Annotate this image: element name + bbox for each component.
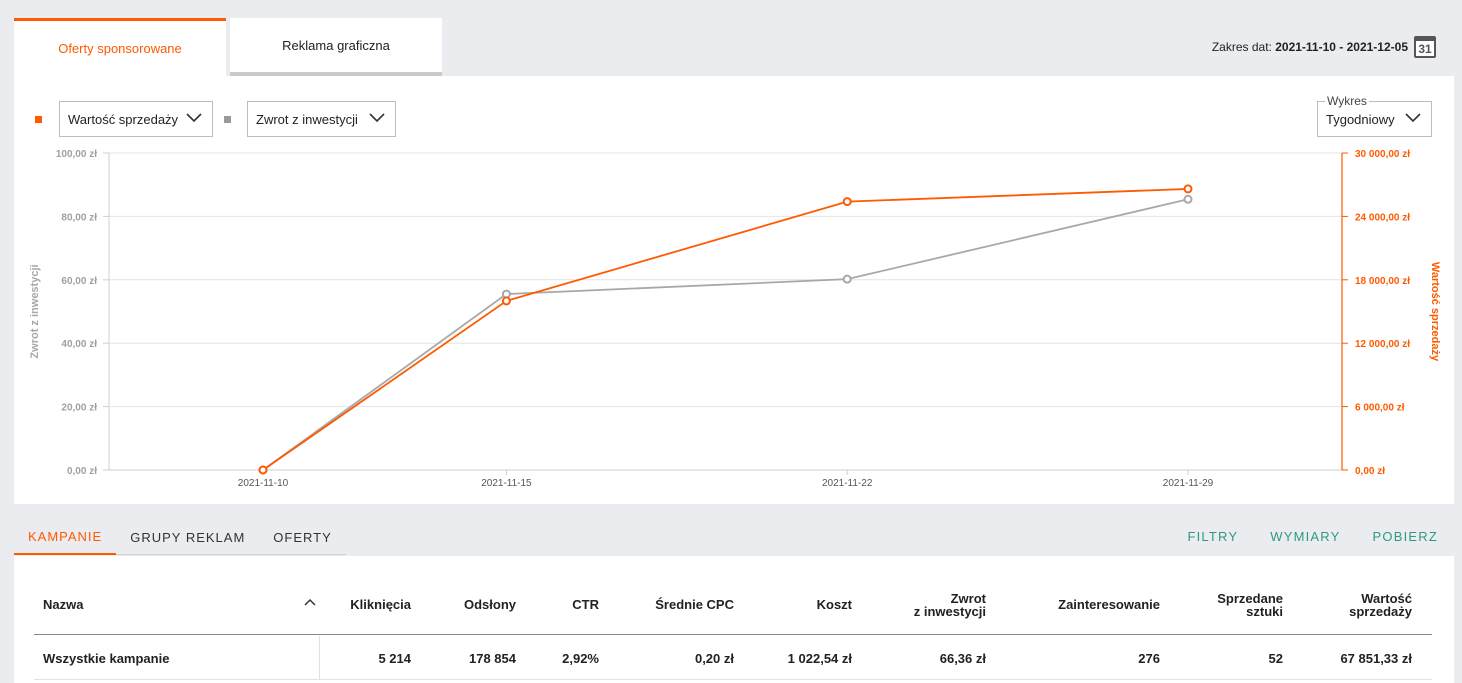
col-roi-line2: z inwestycji xyxy=(913,604,986,619)
data-point xyxy=(1183,184,1193,194)
cell-cost: 1 022,54 zł xyxy=(787,651,852,666)
y-right-tick-label: 24 000,00 zł xyxy=(1355,212,1410,223)
series1-select[interactable]: Wartość sprzedaży xyxy=(59,101,213,137)
col-value-line1: Wartość xyxy=(1361,591,1412,606)
y-right-axis-title: Wartość sprzedaży xyxy=(1429,262,1441,362)
x-tick-label: 2021-11-29 xyxy=(1163,478,1214,489)
sort-asc-icon[interactable] xyxy=(304,598,316,606)
cell-roi: 66,36 zł xyxy=(939,651,986,666)
y-left-tick-label: 80,00 zł xyxy=(61,212,97,223)
series2-select[interactable]: Zwrot z inwestycji xyxy=(247,101,396,137)
y-right-tick-label: 30 000,00 zł xyxy=(1355,149,1410,160)
download-button[interactable]: POBIERZ xyxy=(1372,529,1438,544)
calendar-icon[interactable]: 31 xyxy=(1414,36,1436,58)
series-line xyxy=(262,198,1189,471)
col-roi[interactable]: Zwrot z inwestycji xyxy=(914,592,986,618)
chart-period-value: Tygodniowy xyxy=(1326,111,1395,127)
filters-button[interactable]: FILTRY xyxy=(1187,529,1239,544)
y-left-tick-label: 60,00 zł xyxy=(61,276,97,287)
cell-avg-cpc: 0,20 zł xyxy=(694,651,734,666)
y-right-tick-label: 12 000,00 zł xyxy=(1355,339,1410,350)
x-tick-label: 2021-11-15 xyxy=(481,478,532,489)
chevron-down-icon xyxy=(369,113,385,123)
date-range-value: 2021-11-10 - 2021-12-05 xyxy=(1275,40,1408,54)
cell-clicks: 5 214 xyxy=(378,651,411,666)
cell-sold: 52 xyxy=(1268,651,1283,666)
column-divider xyxy=(319,636,320,680)
col-avg-cpc[interactable]: Średnie CPC xyxy=(655,597,734,612)
y-right-tick-label: 0,00 zł xyxy=(1355,466,1385,477)
col-views[interactable]: Odsłony xyxy=(463,597,516,612)
table-actions: FILTRY WYMIARY POBIERZ xyxy=(1155,529,1438,544)
date-range-label: Zakres dat: xyxy=(1211,40,1272,54)
col-cost[interactable]: Koszt xyxy=(816,597,852,612)
col-sales-value[interactable]: Wartość sprzedaży xyxy=(1349,592,1412,618)
data-point xyxy=(1183,194,1193,204)
tab-sponsored-offers[interactable]: Oferty sponsorowane xyxy=(14,18,226,76)
series2-legend-marker xyxy=(224,116,231,123)
col-interest[interactable]: Zainteresowanie xyxy=(1058,597,1160,612)
data-point xyxy=(842,197,852,207)
tab-ad-groups[interactable]: GRUPY REKLAM xyxy=(116,520,260,555)
series2-select-value: Zwrot z inwestycji xyxy=(256,111,358,127)
series1-select-value: Wartość sprzedaży xyxy=(68,111,179,127)
col-roi-line1: Zwrot xyxy=(950,591,986,606)
col-value-line2: sprzedaży xyxy=(1349,604,1412,619)
data-point xyxy=(842,274,852,284)
line-chart: 0,00 zł 0,00 zł 20,00 zł 6 000,00 zł 40,00 z… xyxy=(29,149,1441,489)
y-left-axis-title: Zwrot z inwestycji xyxy=(29,264,41,358)
col-sold-line2: sztuki xyxy=(1246,604,1283,619)
tab-offers[interactable]: OFERTY xyxy=(259,520,346,555)
series-line xyxy=(262,188,1189,471)
tab-campaigns[interactable]: KAMPANIE xyxy=(14,520,117,555)
data-point xyxy=(501,296,511,306)
chart-period-label: Wykres xyxy=(1325,94,1369,108)
dimensions-button[interactable]: WYMIARY xyxy=(1270,529,1341,544)
x-tick-label: 2021-11-10 xyxy=(238,478,289,489)
y-right-tick-label: 18 000,00 zł xyxy=(1355,276,1410,287)
chevron-down-icon xyxy=(186,113,202,123)
y-left-tick-label: 20,00 zł xyxy=(61,403,97,414)
table-row[interactable]: Wszystkie kampanie 5 214 178 854 2,92% 0… xyxy=(34,636,1432,680)
cell-views: 178 854 xyxy=(469,651,516,666)
col-sold[interactable]: Sprzedane sztuki xyxy=(1217,592,1283,618)
tab-display-ads[interactable]: Reklama graficzna xyxy=(230,18,442,76)
data-point xyxy=(258,465,268,475)
col-ctr[interactable]: CTR xyxy=(572,597,599,612)
cell-name: Wszystkie kampanie xyxy=(43,651,170,666)
cell-ctr: 2,92% xyxy=(562,651,599,666)
chart-panel: Wartość sprzedaży Zwrot z inwestycji Tyg… xyxy=(14,76,1454,504)
date-range-picker[interactable]: Zakres dat: 2021-11-10 - 2021-12-05 31 xyxy=(1212,36,1436,58)
y-left-tick-label: 40,00 zł xyxy=(61,339,97,350)
y-left-tick-label: 100,00 zł xyxy=(56,149,97,160)
y-right-tick-label: 6 000,00 zł xyxy=(1355,403,1405,414)
table-header: Nazwa Kliknięcia Odsłony CTR Średnie CPC… xyxy=(34,556,1432,635)
col-name[interactable]: Nazwa xyxy=(43,597,84,612)
cell-sales-value: 67 851,33 zł xyxy=(1340,651,1412,666)
series1-legend-marker xyxy=(35,116,42,123)
y-left-tick-label: 0,00 zł xyxy=(67,466,97,477)
x-tick-label: 2021-11-22 xyxy=(822,478,873,489)
table-tabs: KAMPANIE GRUPY REKLAM OFERTY xyxy=(14,520,346,555)
col-clicks[interactable]: Kliknięcia xyxy=(350,597,411,612)
report-type-tabs: Oferty sponsorowane Reklama graficzna xyxy=(14,18,442,76)
chevron-down-icon xyxy=(1405,113,1421,123)
cell-interest: 276 xyxy=(1138,651,1160,666)
campaigns-table: Nazwa Kliknięcia Odsłony CTR Średnie CPC… xyxy=(14,556,1454,683)
col-sold-line1: Sprzedane xyxy=(1217,591,1283,606)
